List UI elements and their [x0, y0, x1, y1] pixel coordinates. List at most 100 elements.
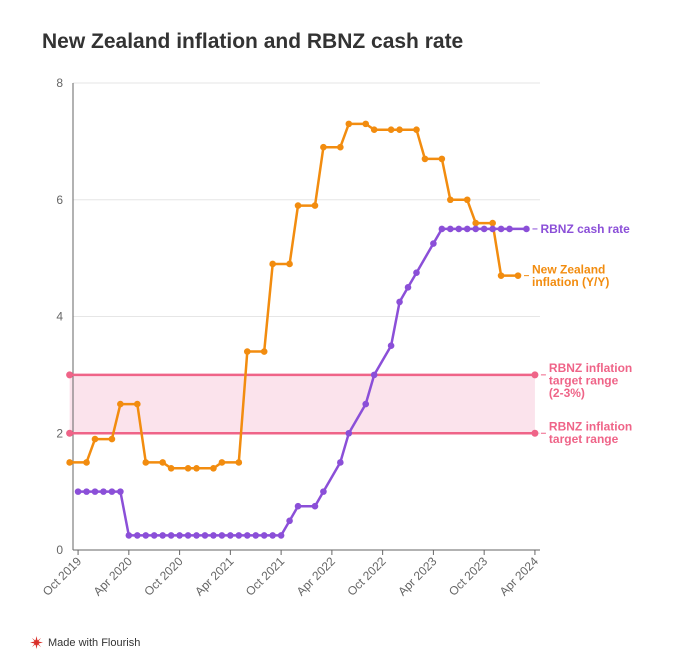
target-range-band-layer: [69, 374, 535, 434]
series-layer: [66, 120, 530, 539]
inflation-point: [370, 126, 378, 133]
cash-rate-point: [83, 488, 90, 495]
inflation-point: [362, 120, 370, 128]
inflation-label-text: inflation (Y/Y): [532, 275, 609, 289]
target-range-high-label-text: RBNZ inflation: [549, 361, 632, 375]
x-tick-label: Oct 2023: [446, 554, 491, 599]
target-range-marker: [531, 429, 539, 437]
x-tick-label: Apr 2023: [395, 554, 440, 599]
inflation-point: [218, 459, 226, 466]
inflation-point: [294, 202, 302, 209]
inflation-point: [311, 202, 319, 209]
y-tick-label: 4: [56, 310, 63, 324]
flourish-logo-icon: [30, 636, 43, 649]
cash-rate-point: [320, 488, 327, 495]
cash-rate-point: [387, 342, 395, 349]
inflation-point: [472, 219, 480, 227]
inflation-point: [167, 464, 175, 472]
inflation-point: [337, 143, 344, 151]
target-range-marker: [66, 371, 74, 379]
cash-rate-point: [235, 532, 243, 539]
x-tick-label: Apr 2020: [91, 554, 136, 599]
inflation-point: [514, 272, 522, 279]
cash-rate-point: [311, 502, 319, 510]
x-tick-label: Apr 2022: [294, 554, 339, 599]
cash-rate-point: [150, 532, 158, 539]
cash-rate-point: [91, 488, 99, 495]
cash-rate-point: [243, 532, 251, 539]
cash-rate-point: [176, 532, 183, 539]
cash-rate-point: [430, 240, 437, 247]
inflation-point: [243, 348, 251, 355]
cash-rate-point: [523, 225, 530, 233]
inflation-point: [489, 219, 496, 227]
inflation-point: [133, 400, 141, 408]
inflation-point: [66, 459, 73, 466]
inflation-point: [260, 348, 268, 355]
cash-rate-point: [227, 532, 234, 539]
cash-rate-point: [455, 225, 463, 233]
inflation-point: [387, 126, 395, 133]
cash-rate-point: [472, 225, 480, 233]
x-tick-label: Oct 2021: [243, 554, 288, 599]
cash-rate-point: [497, 225, 505, 233]
inflation-point: [108, 435, 116, 443]
cash-rate-point: [260, 532, 268, 539]
inflation-point: [142, 459, 150, 466]
inflation-point: [438, 155, 446, 163]
inflation-point: [83, 459, 90, 466]
inflation-point: [497, 272, 505, 279]
cash-rate-point: [404, 284, 412, 291]
cash-rate-point: [480, 225, 488, 233]
target-range-lines: [66, 371, 539, 437]
inflation-point: [396, 126, 403, 133]
inflation-point: [320, 143, 327, 151]
cash-rate-point: [117, 488, 124, 495]
x-tick-label: Apr 2021: [192, 554, 237, 599]
cash-rate-point: [184, 532, 192, 539]
cash-rate-point: [362, 400, 370, 408]
cash-rate-point: [413, 269, 420, 277]
cash-rate-point: [463, 225, 471, 233]
cash-rate-point: [125, 532, 133, 539]
inflation-point: [447, 196, 454, 204]
cash-rate-point: [142, 532, 150, 539]
cash-rate-point: [396, 298, 403, 306]
cash-rate-point: [100, 488, 107, 495]
inflation-point: [345, 120, 353, 128]
cash-rate-point: [133, 532, 141, 539]
cash-rate-point: [167, 532, 175, 539]
cash-rate-label-text: RBNZ cash rate: [540, 222, 630, 236]
cash-rate-point: [286, 517, 293, 525]
x-tick-label: Oct 2020: [141, 554, 186, 599]
cash-rate-point: [370, 371, 378, 379]
inflation-point: [210, 464, 217, 472]
x-tick-label: Oct 2019: [40, 554, 85, 599]
cash-rate-point: [252, 532, 260, 539]
inflation-line: [69, 122, 518, 470]
target-range-band: [69, 374, 535, 434]
inflation-point: [286, 260, 293, 268]
target-range-high-label-text: (2-3%): [549, 386, 585, 400]
y-tick-label: 6: [56, 193, 63, 207]
inflation-label-text: New Zealand: [532, 262, 605, 276]
inflation-point: [117, 400, 124, 408]
cash-rate-point: [269, 532, 276, 539]
cash-rate-point: [447, 225, 454, 233]
inflation-point: [463, 196, 471, 204]
target-range-low-label-text: target range: [549, 432, 619, 446]
chart-title: New Zealand inflation and RBNZ cash rate: [42, 30, 464, 53]
target-range-marker: [66, 429, 74, 437]
x-tick-label: Oct 2022: [344, 554, 389, 599]
cash-rate-point: [438, 225, 446, 233]
flourish-credit-text: Made with Flourish: [48, 636, 141, 649]
y-tick-label: 8: [56, 76, 63, 90]
cash-rate-point: [489, 225, 496, 233]
flourish-credit[interactable]: Made with Flourish: [30, 636, 140, 649]
target-range-marker: [531, 371, 539, 379]
cash-rate-point: [108, 488, 116, 495]
cash-rate-point: [193, 532, 200, 539]
cash-rate-point: [506, 225, 513, 233]
